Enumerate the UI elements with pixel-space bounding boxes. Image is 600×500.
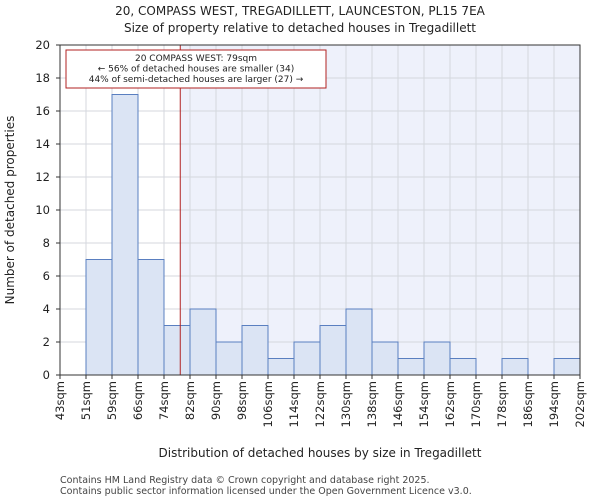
footer-line-2: Contains public sector information licen…	[60, 486, 472, 497]
annotation-border	[65, 49, 327, 89]
x-tick-label: 114sqm	[287, 381, 301, 427]
y-tick-label: 6	[43, 269, 50, 283]
bar	[553, 358, 581, 376]
chart-title: 20, COMPASS WEST, TREGADILLETT, LAUNCEST…	[115, 4, 486, 18]
x-tick-label: 138sqm	[365, 381, 379, 427]
bar	[423, 341, 451, 376]
x-tick-label: 162sqm	[443, 381, 457, 427]
x-tick-label: 146sqm	[391, 381, 405, 427]
x-tick-label: 154sqm	[417, 381, 431, 427]
y-tick-labels: 0 2 4 6 8 10 12 14 16 18 20	[35, 38, 60, 382]
bar	[397, 358, 425, 376]
bar	[241, 325, 269, 376]
chart-subtitle: Size of property relative to detached ho…	[124, 21, 476, 35]
bars	[85, 94, 581, 376]
y-tick-label: 2	[43, 335, 50, 349]
bar	[319, 325, 347, 376]
y-tick-label: 10	[35, 203, 50, 217]
x-tick-label: 122sqm	[313, 381, 327, 427]
annotation-box: 20 COMPASS WEST: 79sqm ← 56% of detached…	[65, 49, 327, 89]
annotation-line-3: 44% of semi-detached houses are larger (…	[89, 75, 304, 85]
bar	[85, 259, 113, 376]
x-tick-label: 178sqm	[495, 381, 509, 427]
y-tick-label: 14	[35, 137, 50, 151]
x-tick-label: 43sqm	[53, 381, 67, 420]
x-tick-label: 170sqm	[469, 381, 483, 427]
bar	[449, 358, 477, 376]
x-axis-label: Distribution of detached houses by size …	[159, 446, 482, 460]
x-tick-label: 194sqm	[547, 381, 561, 427]
y-tick-label: 8	[43, 236, 50, 250]
bar	[111, 94, 139, 376]
y-tick-label: 20	[35, 38, 50, 52]
bar	[189, 308, 217, 376]
x-tick-label: 186sqm	[521, 381, 535, 427]
footer-line-1: Contains HM Land Registry data © Crown c…	[60, 475, 430, 486]
y-tick-label: 12	[35, 170, 50, 184]
x-tick-label: 59sqm	[105, 381, 119, 420]
x-tick-label: 90sqm	[209, 381, 223, 420]
bar	[137, 259, 165, 376]
bar	[501, 358, 529, 376]
y-tick-label: 0	[43, 368, 50, 382]
x-tick-labels: 43sqm 51sqm 59sqm 66sqm 74sqm 82sqm 90sqm 98sqm…	[53, 375, 587, 427]
bar	[215, 341, 243, 376]
x-tick-label: 82sqm	[183, 381, 197, 420]
y-axis-label: Number of detached properties	[3, 116, 17, 305]
bar	[371, 341, 399, 376]
x-tick-label: 51sqm	[79, 381, 93, 420]
x-tick-label: 66sqm	[131, 381, 145, 420]
x-tick-label: 98sqm	[235, 381, 249, 420]
bar	[293, 341, 321, 376]
x-tick-label: 74sqm	[157, 381, 171, 420]
y-tick-label: 4	[43, 302, 50, 316]
bar	[163, 325, 191, 376]
y-tick-label: 16	[35, 104, 50, 118]
bar	[267, 358, 295, 376]
bar	[345, 308, 373, 376]
y-tick-label: 18	[35, 71, 50, 85]
x-tick-label: 130sqm	[339, 381, 353, 427]
annotation-line-1: 20 COMPASS WEST: 79sqm	[135, 54, 257, 64]
annotation-line-2: ← 56% of detached houses are smaller (34…	[98, 65, 295, 75]
x-tick-label: 202sqm	[573, 381, 587, 427]
x-tick-label: 106sqm	[261, 381, 275, 427]
